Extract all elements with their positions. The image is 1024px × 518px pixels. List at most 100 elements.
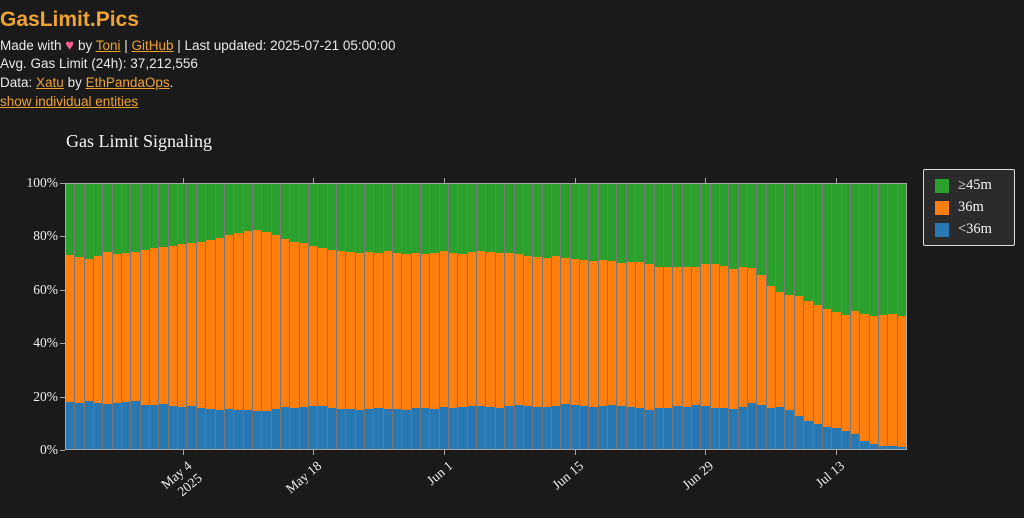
bar [681,184,692,449]
bar-segment-lt36m [607,404,617,449]
byline-by: by [74,38,96,53]
bar-segment-gte45m [673,184,682,267]
page-title: GasLimit.Pics [0,8,139,31]
bar-segment-36m [776,292,785,407]
toni-link[interactable]: Toni [95,38,121,53]
data-prefix: Data: [0,75,37,90]
bar-segment-36m [645,264,654,410]
bar-segment-gte45m [178,184,187,245]
bar [663,184,673,449]
bar-segment-gte45m [701,184,710,265]
bar [896,184,906,449]
y-axis-tick-label: 0% [40,442,58,457]
ethpandaops-link[interactable]: EthPandaOps [85,75,170,90]
bar [775,184,785,449]
bar-segment-gte45m [271,184,280,236]
bar-segment-36m [374,253,383,409]
bar-segment-gte45m [804,184,813,301]
bar-segment-gte45m [897,184,906,316]
bar-segment-lt36m [308,405,318,449]
bar-segment-36m [290,241,299,408]
bar [634,184,645,449]
bar-segment-lt36m [75,403,84,449]
bar-segment-gte45m [869,184,878,316]
bar-segment-36m [635,261,645,409]
x-axis-top-tick-mark [575,178,576,183]
bar [578,184,589,449]
bar-segment-lt36m [131,400,140,449]
bar [700,184,710,449]
bar-segment-36m [112,254,122,403]
bar-segment-lt36m [664,407,673,449]
bar-segment-gte45m [449,184,458,253]
bar-segment-lt36m [785,409,794,449]
bar-segment-36m [673,266,682,406]
bar-segment-36m [327,249,336,409]
bar [195,184,206,449]
bar [186,184,196,449]
bar-segment-gte45m [617,184,626,263]
bar-segment-gte45m [542,184,551,258]
bar-segment-lt36m [467,406,477,449]
bar [784,184,794,449]
bar-segment-36m [206,240,215,409]
bar-segment-36m [94,255,103,403]
bar-segment-lt36m [365,408,374,449]
bar-segment-36m [449,252,458,408]
bar-segment-lt36m [140,405,150,449]
bar-segment-36m [589,261,598,408]
bar [326,184,336,449]
bar-segment-gte45m [533,184,542,257]
bar-segment-lt36m [766,408,776,449]
bar-segment-lt36m [374,408,383,449]
bar-segment-gte45m [467,184,477,253]
bar-segment-gte45m [794,184,804,297]
bar-segment-gte45m [813,184,822,306]
bar-segment-36m [262,231,271,411]
bar [821,184,832,449]
bar [448,184,458,449]
bar-segment-lt36m [804,421,813,449]
bar-segment-lt36m [66,401,75,449]
bar [289,184,299,449]
show-individual-entities-link[interactable]: show individual entities [0,94,139,109]
bar-segment-gte45m [299,184,308,244]
bar-segment-36m [701,264,710,406]
bar-segment-lt36m [206,408,215,449]
github-link[interactable]: GitHub [131,38,174,53]
x-axis-tick-label: Jun 15 [549,458,587,493]
legend-swatch-lt36m [935,222,949,237]
bar [149,184,159,449]
bar-segment-gte45m [168,184,178,247]
bar-segment-gte45m [196,184,206,242]
bar-segment-36m [346,252,355,409]
bar-segment-gte45m [748,184,757,269]
bar-segment-36m [84,258,94,401]
bar [223,184,234,449]
x-axis-tick-mark [183,450,184,455]
bar-segment-36m [336,250,346,410]
bar-segment-gte45m [94,184,103,256]
bar [279,184,290,449]
bar-segment-36m [458,253,467,408]
bar-segment-lt36m [710,407,720,449]
bar [831,184,841,449]
bar-segment-gte45m [187,184,196,243]
last-updated-text: | Last updated: 2025-07-21 05:00:00 [173,38,396,53]
bar-segment-lt36m [178,406,187,449]
bar-segment-lt36m [411,408,421,449]
bar-segment-gte45m [561,184,570,258]
bar-segment-gte45m [355,184,364,254]
x-axis-tick-mark [575,450,576,455]
bar [504,184,514,449]
bar [597,184,607,449]
bar-segment-gte45m [570,184,579,260]
bar-segment-lt36m [794,416,804,449]
xatu-link[interactable]: Xatu [36,75,64,90]
bar-segment-lt36m [84,400,94,449]
bar-segment-gte45m [514,184,523,255]
bar-segment-gte45m [822,184,832,310]
bar-segment-36m [280,238,290,407]
bar-segment-lt36m [252,411,262,449]
byline-separator: | [120,38,132,53]
